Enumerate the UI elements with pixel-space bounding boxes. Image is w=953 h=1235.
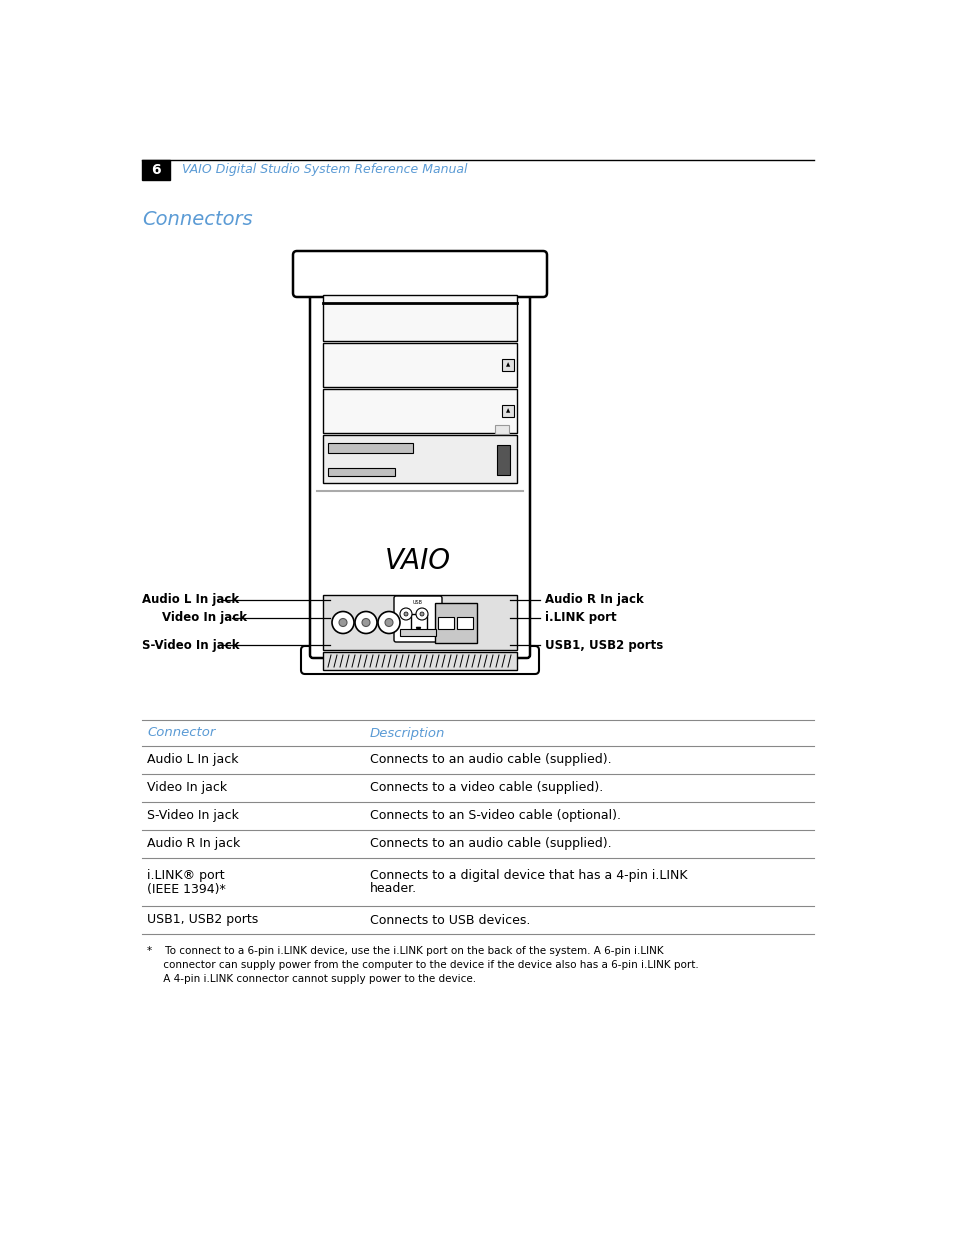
Text: 6: 6 (151, 163, 161, 177)
Bar (323, 295, 517, 341)
Bar (501, 359, 514, 370)
Text: ▲: ▲ (505, 363, 510, 368)
Text: VAIO: VAIO (384, 547, 451, 576)
Bar (437, 616, 454, 629)
Circle shape (361, 619, 370, 626)
FancyBboxPatch shape (293, 251, 546, 296)
Bar (456, 616, 473, 629)
Circle shape (399, 608, 412, 620)
Text: Connects to a digital device that has a 4-pin i.LINK: Connects to a digital device that has a … (370, 868, 687, 882)
Bar (142, 161, 170, 180)
Bar (323, 389, 517, 433)
Text: A 4-pin i.LINK connector cannot supply power to the device.: A 4-pin i.LINK connector cannot supply p… (147, 974, 476, 984)
Bar (411, 614, 427, 631)
Text: (IEEE 1394)*: (IEEE 1394)* (147, 883, 226, 895)
Bar (328, 468, 395, 475)
Bar (323, 652, 517, 671)
Text: Video In jack: Video In jack (147, 782, 227, 794)
Text: header.: header. (370, 883, 416, 895)
Text: USB: USB (413, 600, 422, 605)
Bar (323, 435, 517, 483)
Text: USB1, USB2 ports: USB1, USB2 ports (544, 638, 662, 652)
Circle shape (416, 608, 428, 620)
Text: VAIO Digital Studio System Reference Manual: VAIO Digital Studio System Reference Man… (182, 163, 467, 177)
Text: Connects to USB devices.: Connects to USB devices. (370, 914, 530, 926)
Text: ▲: ▲ (505, 409, 510, 414)
Text: Audio R In jack: Audio R In jack (544, 594, 643, 606)
Text: i.LINK® port: i.LINK® port (147, 868, 224, 882)
FancyBboxPatch shape (310, 275, 530, 658)
Bar (435, 603, 476, 642)
FancyBboxPatch shape (301, 646, 538, 674)
Circle shape (419, 613, 423, 616)
Text: USB1, USB2 ports: USB1, USB2 ports (147, 914, 258, 926)
Text: S-Video In jack: S-Video In jack (147, 809, 238, 823)
Text: *    To connect to a 6-pin i.LINK device, use the i.LINK port on the back of the: * To connect to a 6-pin i.LINK device, u… (147, 946, 663, 956)
Bar (495, 425, 509, 433)
Bar (501, 405, 514, 417)
Bar (497, 445, 510, 475)
Circle shape (332, 611, 354, 634)
Circle shape (338, 619, 347, 626)
Circle shape (385, 619, 393, 626)
Text: Connects to an audio cable (supplied).: Connects to an audio cable (supplied). (370, 753, 611, 767)
Text: Connects to an audio cable (supplied).: Connects to an audio cable (supplied). (370, 837, 611, 851)
Circle shape (377, 611, 399, 634)
Text: Connects to a video cable (supplied).: Connects to a video cable (supplied). (370, 782, 602, 794)
Text: i.LINK port: i.LINK port (544, 611, 616, 624)
Text: Connector: Connector (147, 726, 215, 740)
Text: Audio R In jack: Audio R In jack (147, 837, 240, 851)
Bar (399, 629, 436, 636)
Text: Video In jack: Video In jack (162, 611, 247, 624)
Bar (323, 595, 517, 650)
Text: connector can supply power from the computer to the device if the device also ha: connector can supply power from the comp… (147, 960, 698, 969)
Circle shape (403, 613, 408, 616)
Text: Description: Description (370, 726, 445, 740)
Bar (328, 443, 413, 453)
Text: Audio L In jack: Audio L In jack (147, 753, 238, 767)
Text: S-Video In jack: S-Video In jack (142, 638, 239, 652)
Text: Connects to an S-video cable (optional).: Connects to an S-video cable (optional). (370, 809, 620, 823)
Text: Audio L In jack: Audio L In jack (142, 594, 239, 606)
Text: Connectors: Connectors (142, 210, 253, 228)
Circle shape (355, 611, 376, 634)
Bar (323, 343, 517, 387)
FancyBboxPatch shape (394, 597, 441, 642)
